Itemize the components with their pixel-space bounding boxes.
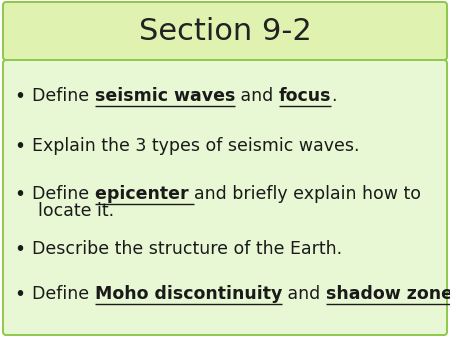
Text: Define: Define	[32, 285, 94, 303]
FancyBboxPatch shape	[3, 60, 447, 335]
FancyBboxPatch shape	[3, 2, 447, 60]
Text: and: and	[235, 87, 279, 105]
Text: epicenter: epicenter	[94, 185, 194, 203]
Text: Explain the 3 types of seismic waves.: Explain the 3 types of seismic waves.	[32, 137, 360, 155]
Text: seismic waves: seismic waves	[94, 87, 235, 105]
Text: •: •	[14, 87, 26, 106]
Text: Define: Define	[32, 185, 94, 203]
Text: Define: Define	[32, 87, 94, 105]
Text: •: •	[14, 185, 26, 204]
Text: •: •	[14, 240, 26, 259]
Text: and briefly explain how to: and briefly explain how to	[194, 185, 421, 203]
Text: locate it.: locate it.	[38, 202, 114, 220]
Text: •: •	[14, 137, 26, 156]
Text: •: •	[14, 285, 26, 304]
Text: focus: focus	[279, 87, 331, 105]
Text: Moho discontinuity: Moho discontinuity	[94, 285, 282, 303]
Text: and: and	[282, 285, 326, 303]
Text: Section 9-2: Section 9-2	[139, 18, 311, 47]
Text: .: .	[331, 87, 337, 105]
Text: Describe the structure of the Earth.: Describe the structure of the Earth.	[32, 240, 342, 258]
Text: shadow zone: shadow zone	[326, 285, 450, 303]
